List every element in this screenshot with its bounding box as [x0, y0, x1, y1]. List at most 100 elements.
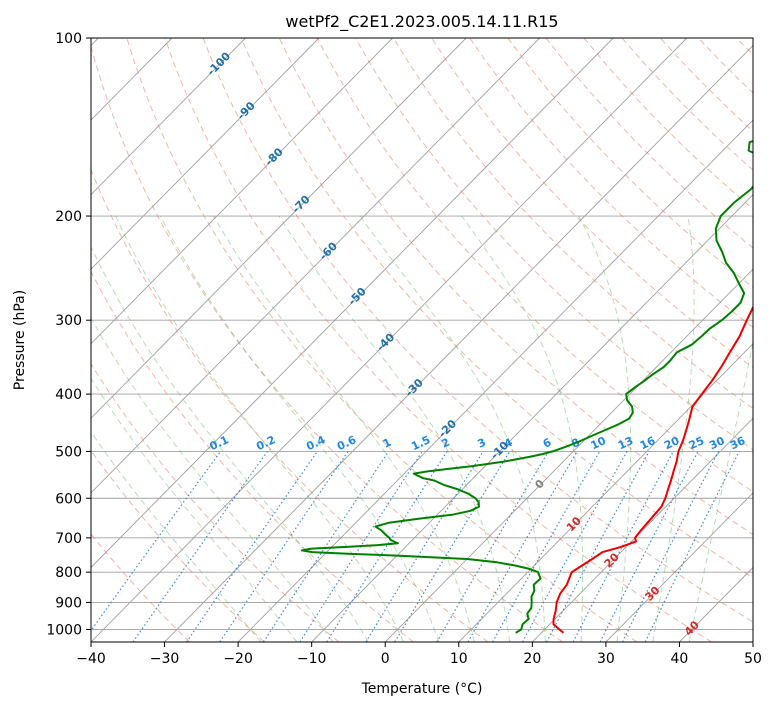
moist-adiabat-line: [115, 215, 405, 642]
mixing-ratio-label: 36: [728, 434, 748, 452]
mixing-ratio-label: 0.2: [254, 433, 277, 453]
mixing-ratio-label: 1.5: [409, 433, 432, 453]
mixing-ratio-label: 30: [707, 434, 727, 452]
isotherm-label: -30: [403, 376, 426, 399]
x-tick-label: 10: [450, 651, 468, 667]
dry-adiabat-line: [469, 38, 753, 329]
x-tick-label: 40: [671, 651, 689, 667]
y-axis-label: Pressure (hPa): [12, 290, 28, 390]
dry-adiabat-line: [91, 168, 489, 642]
isotherm-label: -100: [204, 49, 233, 78]
moist-adiabat-line: [688, 339, 753, 642]
isotherm-label: -80: [263, 145, 286, 168]
isotherm-label: -70: [289, 193, 312, 216]
isotherm-label: -90: [235, 99, 258, 122]
x-tick-label: −20: [223, 651, 253, 667]
y-tick-label: 800: [55, 565, 82, 581]
isotherm-line: [458, 343, 753, 642]
isotherm-line: [91, 38, 614, 569]
dry-adiabat-line: [91, 362, 340, 642]
isotherm-line: [91, 38, 393, 345]
mixing-ratio-label: 0.1: [208, 433, 231, 453]
isotherm-line: [91, 38, 688, 642]
mixing-ratio-line: [394, 451, 511, 642]
series-layer: [301, 139, 753, 634]
dry-adiabat-line: [507, 38, 753, 289]
isotherm-label: 20: [602, 550, 622, 570]
isotherm-line: [532, 417, 753, 642]
x-tick-label: 0: [381, 651, 390, 667]
moist-adiabat-line: [91, 431, 262, 642]
mixing-ratio-line: [521, 451, 628, 642]
y-tick-label: 500: [55, 444, 82, 460]
mixing-ratio-label: 3: [476, 436, 488, 451]
mixing-ratio-label: 6: [541, 436, 554, 451]
x-tick-label: 30: [597, 651, 615, 667]
isotherm-line: [384, 268, 753, 642]
dewpoint-profile-line: [301, 139, 753, 634]
isotherm-line: [752, 641, 753, 642]
dry-adiabat-line: [91, 449, 265, 642]
x-axis: −40 −30 −20 −10 0 10 20 30 40 50: [76, 642, 762, 667]
moist-adiabat-line: [91, 317, 334, 642]
mixing-ratio-label: 25: [687, 434, 706, 452]
isotherm-label: 0: [532, 477, 547, 492]
dry-adiabat-line: [91, 270, 414, 642]
dry-adiabat-line: [202, 38, 753, 623]
dry-adiabat-line: [278, 38, 753, 536]
dry-adiabat-line: [393, 38, 753, 410]
dry-adiabat-line: [91, 44, 563, 642]
mixing-ratio-line: [219, 451, 349, 642]
chart-title: wetPf2_C2E1.2023.005.14.11.R15: [285, 12, 558, 32]
x-tick-label: −40: [76, 651, 106, 667]
x-axis-label: Temperature (°C): [361, 681, 483, 697]
x-tick-label: −10: [297, 651, 327, 667]
isotherm-line: [91, 38, 320, 270]
x-tick-label: 50: [744, 651, 762, 667]
isotherm-line: [164, 44, 753, 642]
plot-frame: [90, 37, 754, 643]
mixing-ratio-label: 13: [616, 434, 635, 452]
isotherm-line: [605, 492, 753, 642]
moist-adiabat-line: [652, 215, 695, 642]
mixing-ratio-line: [599, 451, 699, 642]
dry-adiabat-line: [240, 38, 753, 579]
moist-adiabat-line: [91, 245, 369, 642]
y-tick-label: 300: [55, 313, 82, 329]
mixing-ratio-line: [622, 451, 720, 642]
dry-adiabat-line: [736, 38, 753, 56]
mixing-ratio-label: 10: [589, 434, 609, 452]
moist-adiabat-line: [278, 215, 511, 642]
isotherm-line: [91, 38, 246, 196]
mixing-ratio-line: [91, 451, 222, 632]
moist-adiabat-line: [578, 215, 632, 642]
y-tick-label: 100: [55, 31, 82, 47]
isotherm-label: 40: [682, 618, 702, 638]
mixing-ratio-label: 20: [662, 434, 682, 452]
y-tick-label: 200: [55, 209, 82, 225]
isotherm-line: [237, 119, 753, 642]
dry-adiabat-line: [316, 38, 753, 493]
background-lines-layer: [91, 38, 753, 642]
x-tick-label: 20: [523, 651, 541, 667]
moist-adiabat-line: [461, 215, 584, 642]
y-tick-label: 700: [55, 531, 82, 547]
dry-adiabat-line: [431, 38, 753, 369]
mixing-ratio-line: [132, 451, 268, 642]
mixing-ratio-line: [492, 451, 601, 642]
moist-adiabat-line: [159, 215, 440, 642]
moist-adiabat-line: [213, 215, 475, 642]
mixing-ratio-line: [546, 451, 650, 642]
dry-adiabat-line: [354, 38, 753, 451]
mixing-ratio-label: 16: [638, 434, 658, 452]
mixing-ratio-line: [299, 451, 423, 642]
dry-adiabat-line: [545, 38, 753, 249]
y-tick-label: 600: [55, 491, 82, 507]
mixing-ratio-line: [262, 451, 390, 642]
moist-adiabat-line: [359, 215, 546, 642]
y-axis: 100 200 300 400 500 600 700 800 900 1000: [46, 31, 91, 638]
y-tick-label: 900: [55, 595, 82, 611]
y-tick-label: 1000: [46, 622, 82, 638]
isotherm-label: -20: [436, 417, 459, 440]
